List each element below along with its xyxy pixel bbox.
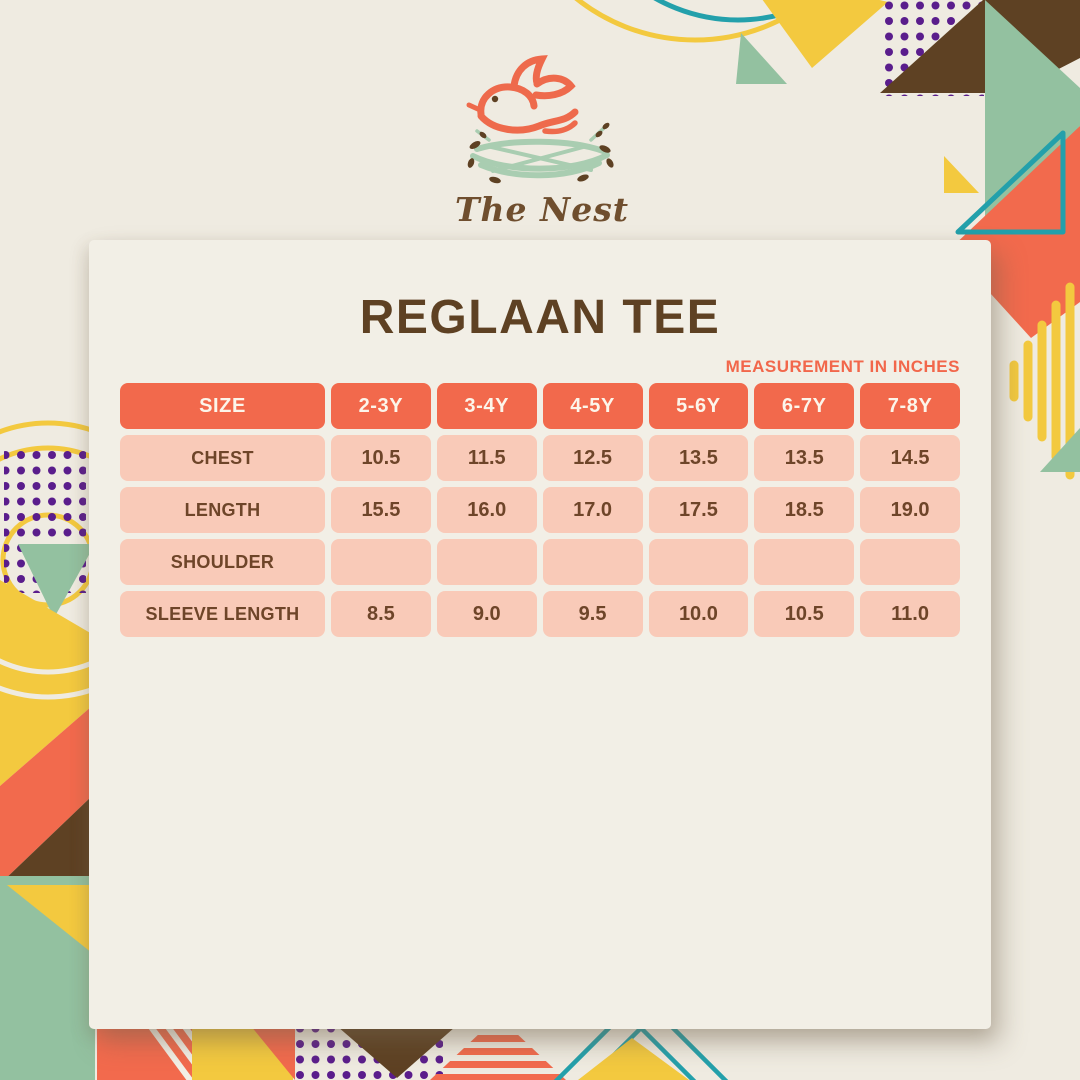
size-header-cell: 4-5Y xyxy=(542,383,643,429)
value-cell: 8.5 xyxy=(331,591,431,637)
bird-eye xyxy=(491,95,499,103)
value-cell: 11.5 xyxy=(436,435,537,481)
value-cell: 13.5 xyxy=(754,435,855,481)
value-cell xyxy=(331,539,431,585)
decor-top-right-cluster xyxy=(878,0,1080,338)
value-cell: 14.5 xyxy=(860,435,960,481)
bird-on-nest-icon xyxy=(466,55,614,184)
value-cell xyxy=(860,539,960,585)
value-cell: 13.5 xyxy=(648,435,749,481)
size-header-cell: 5-6Y xyxy=(648,383,749,429)
value-cell xyxy=(648,539,749,585)
value-cell: 10.5 xyxy=(754,591,855,637)
size-header-cell: 6-7Y xyxy=(754,383,855,429)
size-header-cell: 2-3Y xyxy=(331,383,431,429)
value-cell: 9.0 xyxy=(436,591,537,637)
size-chart-card: REGLAAN TEE MEASUREMENT IN INCHES SIZE 2… xyxy=(89,240,991,1029)
product-title: REGLAAN TEE xyxy=(359,291,721,344)
value-cell xyxy=(542,539,643,585)
row-label-cell: SHOULDER xyxy=(120,539,325,585)
value-cell: 12.5 xyxy=(542,435,643,481)
decor-top-triangles xyxy=(736,0,888,84)
value-cell: 19.0 xyxy=(860,487,960,533)
decor-top-arcs xyxy=(574,0,823,43)
value-cell: 16.0 xyxy=(436,487,537,533)
size-table: SIZE 2-3Y 3-4Y 4-5Y 5-6Y 6-7Y 7-8Y CHEST… xyxy=(120,383,960,637)
decor-left-cluster xyxy=(0,420,188,1080)
value-cell: 17.0 xyxy=(542,487,643,533)
value-cell: 15.5 xyxy=(331,487,431,533)
brand-name: The Nest xyxy=(455,190,630,229)
value-cell xyxy=(754,539,855,585)
value-cell: 11.0 xyxy=(860,591,960,637)
value-cell: 18.5 xyxy=(754,487,855,533)
measurement-unit-note: MEASUREMENT IN INCHES xyxy=(725,357,960,376)
size-header-cell: SIZE xyxy=(120,383,325,429)
row-label-cell: CHEST xyxy=(120,435,325,481)
row-label-cell: SLEEVE LENGTH xyxy=(120,591,325,637)
brand-logo: The Nest xyxy=(455,46,630,229)
value-cell xyxy=(436,539,537,585)
row-label-cell: LENGTH xyxy=(120,487,325,533)
size-header-cell: 3-4Y xyxy=(436,383,537,429)
value-cell: 9.5 xyxy=(542,591,643,637)
value-cell: 10.0 xyxy=(648,591,749,637)
value-cell: 17.5 xyxy=(648,487,749,533)
decor-right-green-triangle xyxy=(1040,428,1080,472)
size-header-cell: 7-8Y xyxy=(860,383,960,429)
value-cell: 10.5 xyxy=(331,435,431,481)
